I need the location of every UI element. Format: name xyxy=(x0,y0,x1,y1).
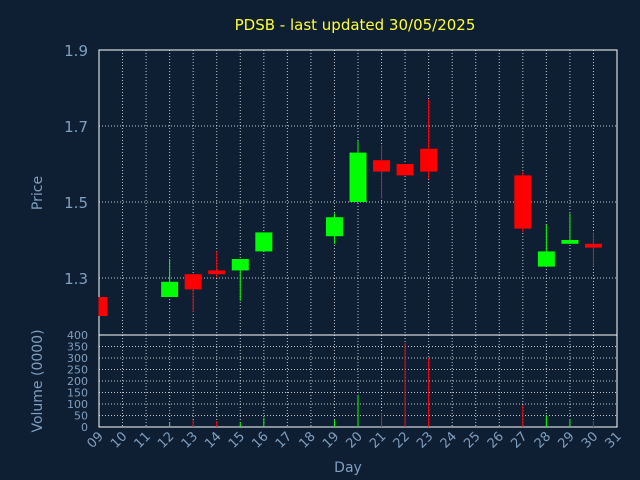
volume-tick-label: 50 xyxy=(74,410,88,423)
volume-tick-label: 150 xyxy=(67,387,88,400)
volume-bars xyxy=(169,343,594,427)
candle xyxy=(373,145,391,199)
price-axis-label: Price xyxy=(30,176,46,210)
price-tick-label: 1.7 xyxy=(64,118,88,136)
candle xyxy=(325,213,343,244)
candle xyxy=(537,224,555,267)
x-tick-label: 23 xyxy=(414,429,436,451)
candle-body xyxy=(373,160,391,172)
chart-title: PDSB - last updated 30/05/2025 xyxy=(235,16,476,34)
candle-body xyxy=(231,259,249,271)
x-tick-label: 29 xyxy=(555,429,577,451)
price-tick-label: 1.9 xyxy=(64,42,88,60)
volume-tick-label: 100 xyxy=(67,398,88,411)
x-tick-label: 20 xyxy=(344,429,366,451)
candle xyxy=(514,171,532,233)
x-tick-label: 27 xyxy=(508,429,530,451)
candle xyxy=(561,213,579,244)
x-tick-label: 28 xyxy=(532,429,554,451)
x-tick-label: 30 xyxy=(579,429,601,451)
x-tick-label: 21 xyxy=(367,429,389,451)
x-tick-label: 18 xyxy=(296,429,318,451)
volume-tick-label: 200 xyxy=(67,375,88,388)
candle-body xyxy=(537,251,555,267)
candle xyxy=(584,232,602,267)
candle xyxy=(208,251,226,278)
candle xyxy=(255,232,273,252)
candle xyxy=(396,164,414,176)
price-tick-labels: 1.3 1.5 1.7 1.9 xyxy=(64,42,88,288)
x-tick-label: 10 xyxy=(108,429,130,451)
x-axis-label: Day xyxy=(334,460,362,476)
candle-body xyxy=(255,232,273,252)
x-tick-label: 26 xyxy=(485,429,507,451)
x-tick-label: 17 xyxy=(273,429,295,451)
volume-tick-label: 350 xyxy=(67,341,88,354)
x-tick-label: 31 xyxy=(603,429,625,451)
candle xyxy=(349,141,367,202)
candle xyxy=(420,99,438,180)
x-tick-labels: 09 10 11 12 13 14 15 16 17 18 19 20 21 22 23 24 25 26 27 28… xyxy=(85,429,625,451)
candle-body xyxy=(420,148,438,172)
volume-axis-label: Volume (0000) xyxy=(30,329,46,432)
price-tick-label: 1.3 xyxy=(64,270,88,288)
x-tick-label: 11 xyxy=(132,429,154,451)
candle-body xyxy=(514,175,532,229)
price-tick-label: 1.5 xyxy=(64,194,88,212)
candle-body xyxy=(561,240,579,244)
candle xyxy=(98,297,108,316)
candle xyxy=(161,259,179,297)
x-tick-label: 14 xyxy=(202,429,224,451)
x-tick-label: 12 xyxy=(155,429,177,451)
volume-tick-label: 400 xyxy=(67,329,88,342)
candle-body xyxy=(584,243,602,248)
x-tick-label: 24 xyxy=(438,429,460,451)
volume-tick-label: 0 xyxy=(81,421,88,434)
candle-body xyxy=(184,274,202,290)
candle-body xyxy=(161,281,179,297)
x-tick-label: 13 xyxy=(179,429,201,451)
volume-tick-label: 300 xyxy=(67,352,88,365)
candle xyxy=(184,274,202,313)
candle xyxy=(231,259,249,301)
candle-body xyxy=(325,217,343,237)
candle-body xyxy=(396,164,414,176)
x-tick-label: 22 xyxy=(391,429,413,451)
volume-tick-label: 250 xyxy=(67,364,88,377)
x-tick-label: 25 xyxy=(461,429,483,451)
x-tick-label: 16 xyxy=(249,429,271,451)
candle-body xyxy=(349,152,367,202)
candle-body xyxy=(208,270,226,275)
x-tick-label: 15 xyxy=(226,429,248,451)
x-tick-label: 19 xyxy=(320,429,342,451)
candles xyxy=(98,99,602,316)
candle-body xyxy=(99,297,108,316)
